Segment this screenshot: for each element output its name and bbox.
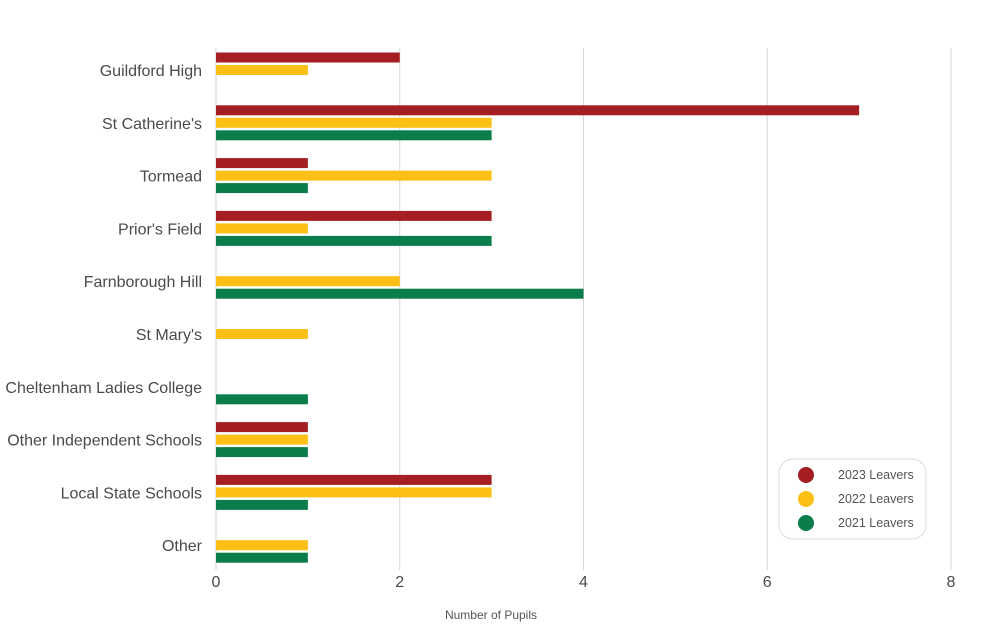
- x-tick-label: 6: [763, 574, 772, 591]
- x-tick-label: 0: [212, 574, 221, 591]
- x-axis-title: Number of Pupils: [445, 608, 537, 622]
- x-axis-ticks: 0 2 4 6 8: [212, 574, 956, 591]
- bar: [216, 210, 492, 221]
- category-label: St Catherine's: [102, 116, 202, 133]
- x-tick-label: 4: [579, 574, 588, 591]
- bar: [216, 130, 492, 141]
- category-label: Other: [162, 538, 203, 555]
- bar: [216, 422, 308, 433]
- category-label: Prior's Field: [118, 221, 202, 238]
- bar: [216, 183, 308, 194]
- bar: [216, 447, 308, 458]
- category-label: Tormead: [140, 169, 202, 186]
- legend-marker: [798, 491, 814, 507]
- bars: [216, 52, 860, 563]
- category-label: Guildford High: [100, 63, 202, 80]
- bar: [216, 552, 308, 563]
- category-label: Local State Schools: [61, 485, 202, 502]
- x-tick-label: 8: [947, 574, 956, 591]
- bar: [216, 474, 492, 485]
- bar: [216, 170, 492, 181]
- bar: [216, 223, 308, 234]
- bar: [216, 540, 308, 551]
- legend-label: 2023 Leavers: [838, 468, 914, 482]
- legend-label: 2021 Leavers: [838, 516, 914, 530]
- category-label: Other Independent Schools: [7, 433, 202, 450]
- bar: [216, 288, 584, 299]
- bar: [216, 117, 492, 128]
- bar: [216, 52, 400, 63]
- bar: [216, 394, 308, 405]
- bar: [216, 276, 400, 287]
- category-label: Farnborough Hill: [84, 274, 202, 291]
- legend-label: 2022 Leavers: [838, 492, 914, 506]
- bar: [216, 329, 308, 339]
- bar: [216, 105, 860, 116]
- bar: [216, 499, 308, 510]
- category-label: Cheltenham Ladies College: [5, 380, 202, 397]
- legend: 2023 Leavers 2022 Leavers 2021 Leavers: [778, 458, 927, 540]
- bar: [216, 158, 308, 169]
- bar: [216, 235, 492, 246]
- category-labels: Guildford High St Catherine's Tormead Prior…: [5, 63, 202, 555]
- bar: [216, 487, 492, 498]
- bar: [216, 65, 308, 75]
- x-tick-label: 2: [395, 574, 404, 591]
- legend-box: [778, 458, 927, 540]
- legend-marker: [798, 515, 814, 531]
- category-label: St Mary's: [136, 327, 202, 344]
- legend-marker: [798, 467, 814, 483]
- bar: [216, 434, 308, 445]
